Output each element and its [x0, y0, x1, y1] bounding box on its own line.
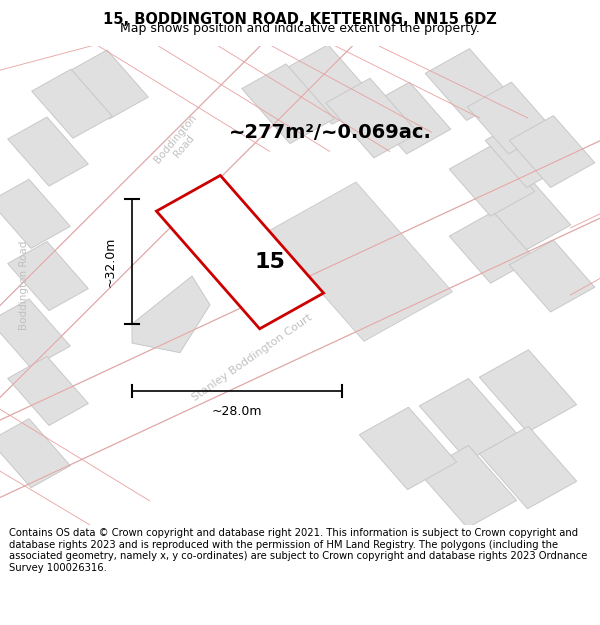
Polygon shape	[419, 379, 517, 461]
Polygon shape	[8, 241, 88, 311]
Polygon shape	[0, 4, 358, 399]
Polygon shape	[268, 182, 452, 341]
Polygon shape	[419, 446, 517, 528]
Text: Contains OS data © Crown copyright and database right 2021. This information is : Contains OS data © Crown copyright and d…	[9, 528, 587, 572]
Polygon shape	[242, 64, 334, 144]
Polygon shape	[8, 356, 88, 426]
Text: Map shows position and indicative extent of the property.: Map shows position and indicative extent…	[120, 22, 480, 34]
Polygon shape	[0, 419, 70, 488]
Polygon shape	[449, 144, 535, 216]
Polygon shape	[326, 78, 418, 158]
Polygon shape	[32, 69, 112, 138]
Polygon shape	[425, 49, 511, 121]
Text: Boddington Road: Boddington Road	[19, 241, 29, 330]
Polygon shape	[359, 408, 457, 489]
Polygon shape	[0, 179, 70, 248]
Polygon shape	[0, 122, 600, 516]
Polygon shape	[449, 211, 535, 283]
Polygon shape	[157, 176, 323, 329]
Polygon shape	[479, 426, 577, 509]
Polygon shape	[485, 178, 571, 250]
Polygon shape	[8, 117, 88, 186]
Polygon shape	[467, 82, 553, 154]
Polygon shape	[479, 350, 577, 432]
Polygon shape	[365, 82, 451, 154]
Polygon shape	[132, 276, 210, 352]
Polygon shape	[284, 45, 376, 124]
Polygon shape	[509, 240, 595, 312]
Text: Boddington
Road: Boddington Road	[152, 112, 208, 172]
Text: 15, BODDINGTON ROAD, KETTERING, NN15 6DZ: 15, BODDINGTON ROAD, KETTERING, NN15 6DZ	[103, 11, 497, 26]
Text: ~32.0m: ~32.0m	[104, 236, 117, 287]
Polygon shape	[485, 116, 571, 188]
Text: ~277m²/~0.069ac.: ~277m²/~0.069ac.	[229, 123, 431, 142]
Polygon shape	[0, 299, 70, 368]
Polygon shape	[68, 50, 148, 119]
Text: 15: 15	[254, 252, 286, 272]
Polygon shape	[509, 116, 595, 188]
Text: Stanley Boddington Court: Stanley Boddington Court	[190, 312, 314, 403]
Text: ~28.0m: ~28.0m	[212, 405, 262, 418]
